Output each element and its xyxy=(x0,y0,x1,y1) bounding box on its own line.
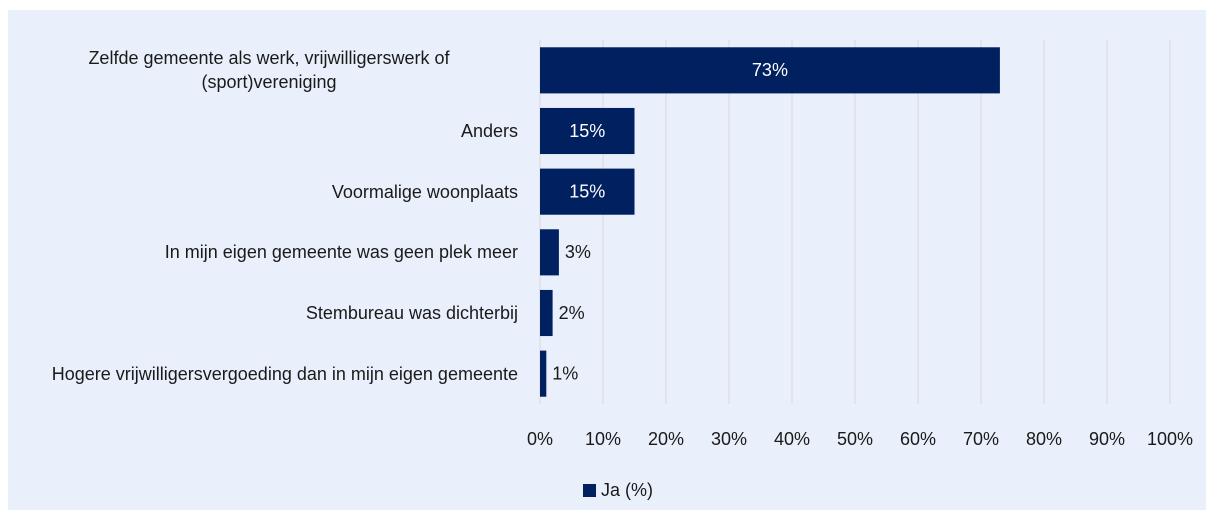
x-tick-label: 30% xyxy=(711,429,747,449)
category-text: Voormalige woonplaats xyxy=(331,181,518,202)
data-label: 2% xyxy=(559,303,585,323)
data-label: 3% xyxy=(565,242,591,262)
x-tick-label: 10% xyxy=(585,429,621,449)
y-tick-label: Voormalige woonplaats xyxy=(20,161,518,222)
bar xyxy=(540,47,1000,94)
bar xyxy=(540,168,635,215)
y-tick-label: Anders xyxy=(20,101,518,162)
x-tick-label: 0% xyxy=(527,429,553,449)
data-label: 15% xyxy=(569,121,605,141)
x-tick-label: 60% xyxy=(900,429,936,449)
category-text: Hogere vrijwilligersvergoeding dan in mi… xyxy=(51,363,518,384)
category-text: Anders xyxy=(460,120,518,141)
data-label: 73% xyxy=(752,60,788,80)
legend-swatch xyxy=(583,484,596,497)
category-text: In mijn eigen gemeente was geen plek mee… xyxy=(164,242,518,263)
x-tick-label: 40% xyxy=(774,429,810,449)
bar xyxy=(540,107,635,155)
x-tick-label: 80% xyxy=(1026,429,1062,449)
bar xyxy=(540,350,547,397)
category-text: Stembureau was dichterbij xyxy=(305,302,518,323)
y-tick-label: In mijn eigen gemeente was geen plek mee… xyxy=(20,222,518,283)
y-tick-label: Hogere vrijwilligersvergoeding dan in mi… xyxy=(20,343,518,404)
x-tick-label: 20% xyxy=(648,429,684,449)
x-tick-label: 50% xyxy=(837,429,873,449)
bar xyxy=(540,289,553,337)
legend-label: Ja (%) xyxy=(601,480,653,500)
data-label: 15% xyxy=(569,181,605,201)
x-tick-label: 70% xyxy=(963,429,999,449)
category-text: Zelfde gemeente als werk, vrijwilligersw… xyxy=(88,48,450,93)
x-tick-label: 90% xyxy=(1089,429,1125,449)
data-label: 1% xyxy=(552,363,578,383)
x-tick-label: 100% xyxy=(1147,429,1193,449)
y-tick-label: Zelfde gemeente als werk, vrijwilligersw… xyxy=(20,40,518,101)
y-tick-label: Stembureau was dichterbij xyxy=(20,283,518,344)
bar xyxy=(540,229,559,276)
